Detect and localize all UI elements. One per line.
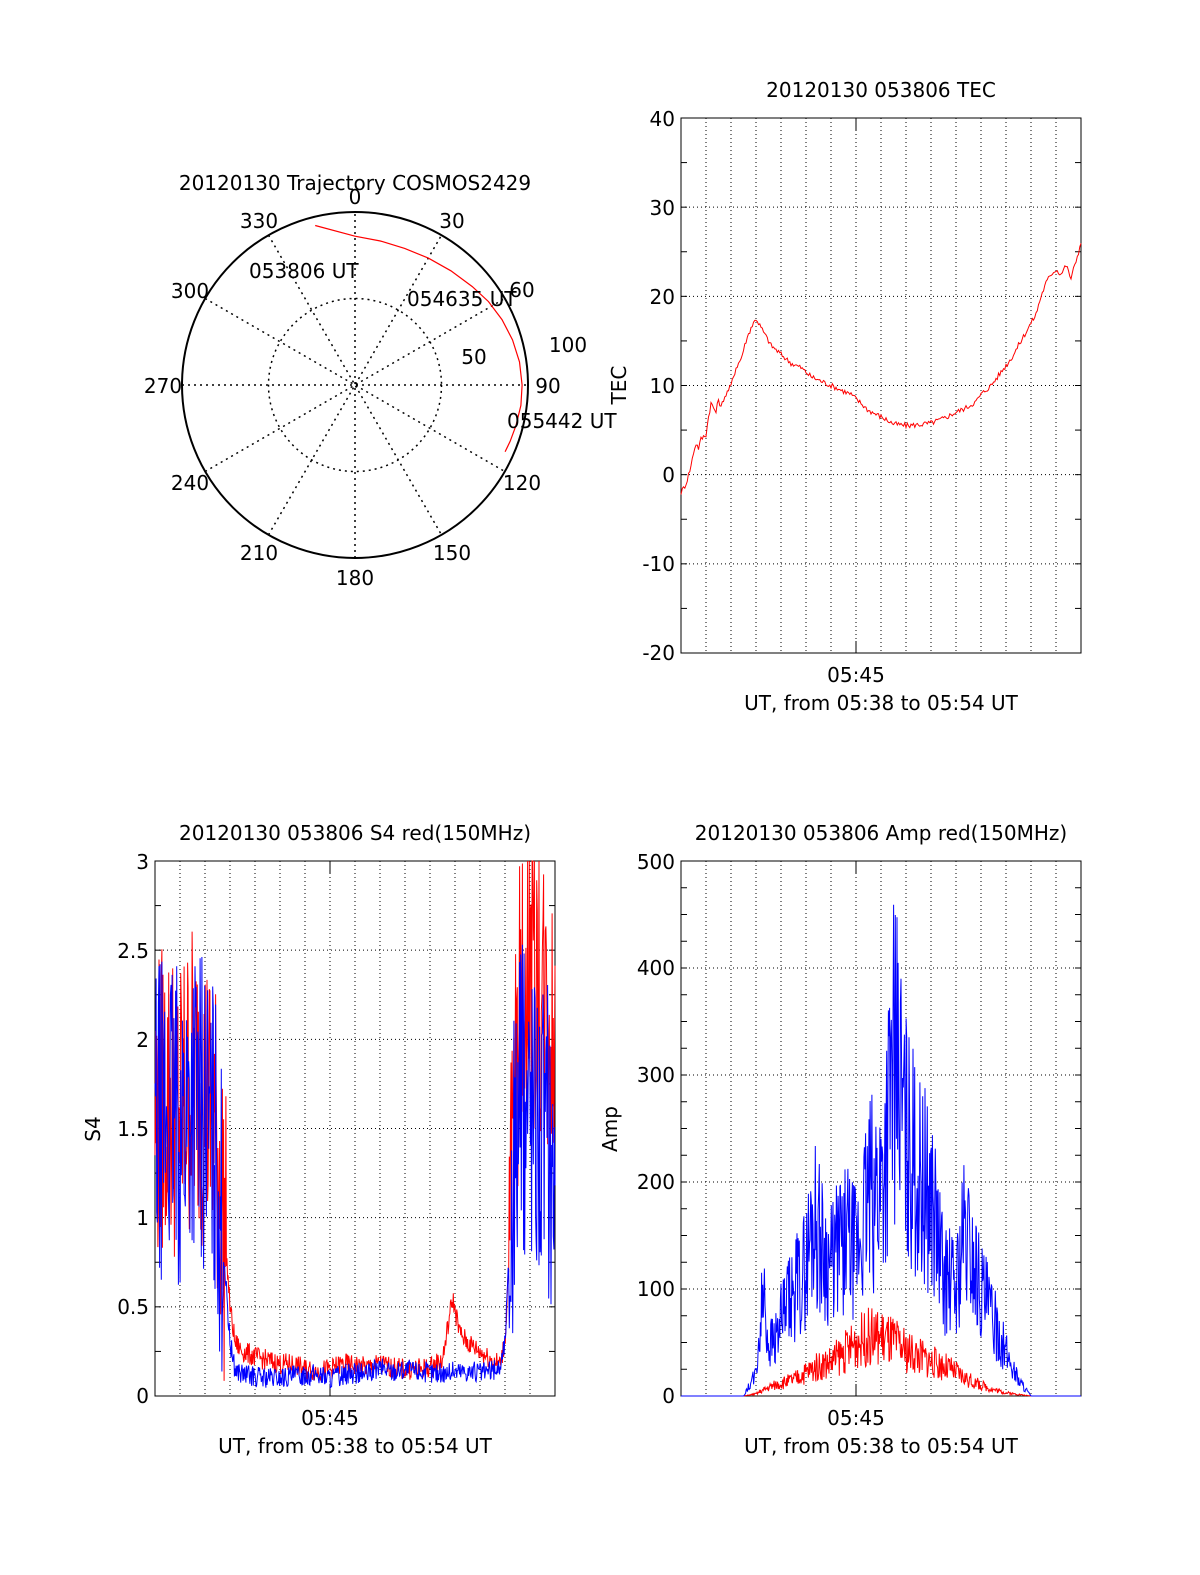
amp-panel: 20120130 053806 Amp red(150MHz) 0 100 20… xyxy=(598,821,1082,1458)
polar-angle-label: 240 xyxy=(171,471,209,495)
polar-radial-label: 50 xyxy=(461,345,486,369)
y-tick-label: 30 xyxy=(650,196,675,220)
amp-x-axis-label: UT, from 05:38 to 05:54 UT xyxy=(744,1434,1019,1458)
y-tick-label: 0 xyxy=(136,1384,149,1408)
tec-panel: 20120130 053806 TEC -20 -10 0 10 20 30 4… xyxy=(607,78,1082,715)
y-tick-label: 2 xyxy=(136,1028,149,1052)
amp-grid xyxy=(681,861,1081,1396)
s4-panel: 20120130 053806 S4 red(150MHz) 0 0.5 1 1… xyxy=(81,821,556,1458)
y-tick-label: -10 xyxy=(642,552,675,576)
y-tick-label: 500 xyxy=(637,850,675,874)
y-tick-label: 40 xyxy=(650,107,675,131)
polar-angle-label: 180 xyxy=(336,566,374,590)
trajectory-line xyxy=(315,224,523,453)
polar-spoke xyxy=(267,234,443,536)
y-tick-label: 2.5 xyxy=(117,939,149,963)
amp-y-tick-labels: 0 100 200 300 400 500 xyxy=(637,850,675,1408)
amp-series xyxy=(681,904,1081,1397)
s4-grid xyxy=(155,861,555,1396)
polar-spoke xyxy=(267,234,443,536)
s4-y-tick-labels: 0 0.5 1 1.5 2 2.5 3 xyxy=(117,850,149,1408)
polar-angle-label: 150 xyxy=(433,541,471,565)
trajectory-end-label: 055442 UT xyxy=(507,409,617,433)
x-tick-label: 05:45 xyxy=(827,1406,885,1430)
amp-series-line xyxy=(681,904,1081,1397)
polar-angle-label: 210 xyxy=(240,541,278,565)
tec-ticks xyxy=(681,117,1081,654)
polar-angle-label: 90 xyxy=(535,374,560,398)
polar-angle-label: 120 xyxy=(503,471,541,495)
x-tick-label: 05:45 xyxy=(827,663,885,687)
y-tick-label: 0.5 xyxy=(117,1295,149,1319)
y-tick-label: 0 xyxy=(662,463,675,487)
y-tick-label: 100 xyxy=(637,1277,675,1301)
polar-angle-label: 30 xyxy=(439,209,464,233)
y-tick-label: 1.5 xyxy=(117,1117,149,1141)
y-tick-label: 10 xyxy=(650,374,675,398)
y-tick-label: 1 xyxy=(136,1206,149,1230)
tec-x-axis-label: UT, from 05:38 to 05:54 UT xyxy=(744,691,1019,715)
s4-x-axis-label: UT, from 05:38 to 05:54 UT xyxy=(218,1434,493,1458)
tec-series-line xyxy=(680,243,1082,495)
y-tick-label: 20 xyxy=(650,285,675,309)
polar-angle-label: 60 xyxy=(509,278,534,302)
polar-angle-label: 0 xyxy=(349,185,362,209)
amp-y-axis-label: Amp xyxy=(598,1106,622,1152)
tec-y-tick-labels: -20 -10 0 10 20 30 40 xyxy=(642,107,675,665)
y-tick-label: 0 xyxy=(662,1384,675,1408)
polar-spoke xyxy=(204,297,506,473)
amp-title: 20120130 053806 Amp red(150MHz) xyxy=(695,821,1067,845)
polar-spoke xyxy=(204,297,506,473)
trajectory-polar-plot: 20120130 Trajectory COSMOS2429 0 30 60 9… xyxy=(144,171,617,590)
tec-title: 20120130 053806 TEC xyxy=(766,78,996,102)
trajectory-mid-label: 054635 UT xyxy=(407,287,517,311)
s4-series-line xyxy=(154,944,556,1390)
s4-y-axis-label: S4 xyxy=(81,1116,105,1141)
polar-title: 20120130 Trajectory COSMOS2429 xyxy=(179,171,531,195)
polar-angle-label: 300 xyxy=(171,279,209,303)
s4-series xyxy=(154,860,556,1390)
s4-title: 20120130 053806 S4 red(150MHz) xyxy=(179,821,531,845)
y-tick-label: 400 xyxy=(637,956,675,980)
polar-angle-label: 330 xyxy=(240,209,278,233)
tec-y-axis-label: TEC xyxy=(607,366,631,406)
polar-radial-label: 100 xyxy=(549,333,587,357)
polar-angle-label: 270 xyxy=(144,374,182,398)
amp-ticks xyxy=(681,860,1081,1397)
y-tick-label: 3 xyxy=(136,850,149,874)
y-tick-label: -20 xyxy=(642,641,675,665)
tec-grid xyxy=(681,118,1081,653)
y-tick-label: 300 xyxy=(637,1063,675,1087)
tec-series xyxy=(680,243,1082,495)
trajectory-start-label: 053806 UT xyxy=(249,259,359,283)
polar-inner-ring xyxy=(267,297,443,473)
polar-spokes xyxy=(182,212,528,558)
amp-series-line xyxy=(681,1307,1081,1397)
y-tick-label: 200 xyxy=(637,1170,675,1194)
x-tick-label: 05:45 xyxy=(301,1406,359,1430)
